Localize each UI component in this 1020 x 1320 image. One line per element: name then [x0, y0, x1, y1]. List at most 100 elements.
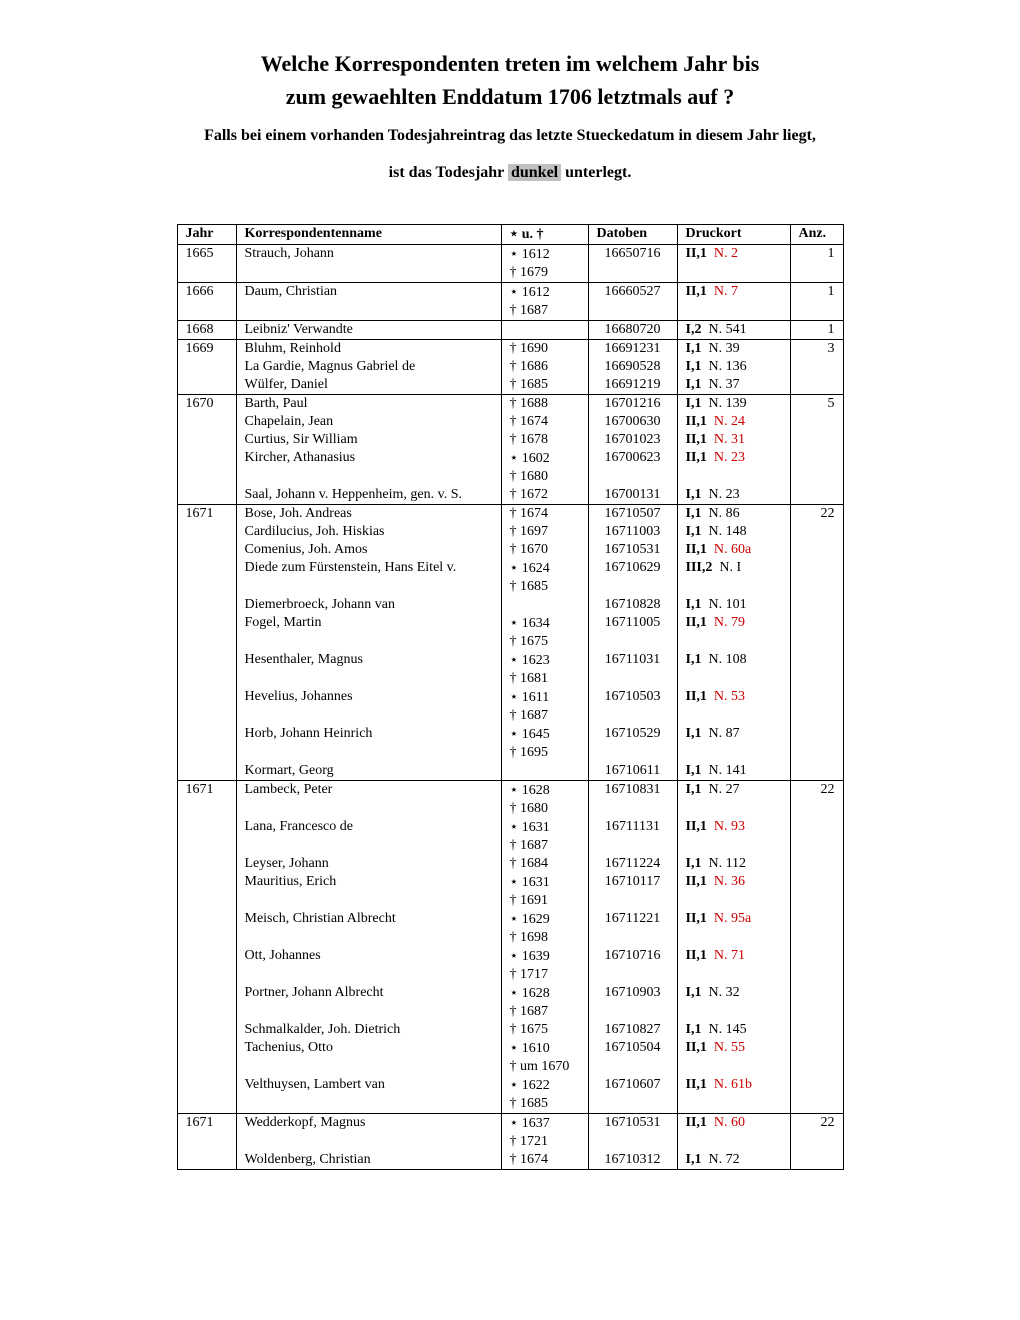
cell-druckort: I,1 N. 101: [677, 596, 790, 614]
cell-jahr: [177, 523, 236, 541]
cell-anz: [790, 725, 843, 762]
correspondents-table: Jahr Korrespondentenname ⋆ u. † Datoben …: [177, 224, 844, 1170]
cell-birth-death: ⋆ 1623: [501, 651, 588, 670]
cell-birth-death: † 1698: [501, 929, 588, 947]
table-row: Hevelius, Johannes⋆ 161116710503II,1 N. …: [177, 688, 843, 707]
cell-druckort: II,1 N. 7: [677, 282, 790, 320]
cell-name: Wedderkopf, Magnus: [236, 1113, 501, 1151]
cell-name: Strauch, Johann: [236, 244, 501, 282]
cell-druckort: II,1 N. 71: [677, 947, 790, 984]
druck-number: N. 145: [708, 1022, 746, 1037]
cell-druckort: I,2 N. 541: [677, 320, 790, 339]
cell-birth-death: ⋆ 1612: [501, 244, 588, 264]
druck-volume: II,1: [686, 432, 707, 447]
cell-birth-death: † 1674: [501, 1151, 588, 1170]
cell-druckort: II,1 N. 31: [677, 431, 790, 449]
cell-druckort: II,1 N. 55: [677, 1039, 790, 1076]
cell-name: Hesenthaler, Magnus: [236, 651, 501, 688]
cell-jahr: [177, 614, 236, 651]
cell-datoben: 16691219: [588, 376, 677, 395]
page-title-line1: Welche Korrespondenten treten im welchem…: [70, 50, 950, 79]
cell-birth-death: † 1680: [501, 800, 588, 818]
druck-volume: II,1: [686, 542, 707, 557]
druck-volume: I,1: [686, 487, 702, 502]
druck-volume: I,1: [686, 985, 702, 1000]
cell-birth-death: † 1679: [501, 264, 588, 283]
table-row: Diemerbroeck, Johann van 16710828I,1 N. 1…: [177, 596, 843, 614]
druck-volume: I,2: [686, 322, 702, 337]
cell-birth-death: † 1687: [501, 707, 588, 725]
cell-name: Barth, Paul: [236, 394, 501, 413]
druck-number: N. 108: [708, 652, 746, 667]
cell-datoben: 16711131: [588, 818, 677, 855]
cell-birth-death: † 1685: [501, 376, 588, 395]
druck-number: N. 61b: [714, 1077, 752, 1092]
cell-anz: [790, 873, 843, 910]
druck-volume: I,1: [686, 726, 702, 741]
cell-jahr: 1666: [177, 282, 236, 320]
druck-volume: I,1: [686, 524, 702, 539]
cell-name: Woldenberg, Christian: [236, 1151, 501, 1170]
cell-datoben: 16710629: [588, 559, 677, 596]
cell-birth-death: ⋆ 1624: [501, 559, 588, 578]
cell-anz: [790, 1021, 843, 1039]
cell-anz: [790, 376, 843, 395]
cell-druckort: II,1 N. 24: [677, 413, 790, 431]
cell-birth-death: † 1685: [501, 578, 588, 596]
cell-jahr: [177, 358, 236, 376]
table-row: Wülfer, Daniel† 168516691219I,1 N. 37: [177, 376, 843, 395]
cell-name: Chapelain, Jean: [236, 413, 501, 431]
cell-name: Fogel, Martin: [236, 614, 501, 651]
cell-jahr: [177, 855, 236, 873]
cell-birth-death: † 1675: [501, 633, 588, 651]
cell-anz: [790, 1039, 843, 1076]
table-row: Woldenberg, Christian† 167416710312I,1 N…: [177, 1151, 843, 1170]
cell-anz: [790, 523, 843, 541]
cell-birth-death: † 1691: [501, 892, 588, 910]
table-row: 1665Strauch, Johann⋆ 161216650716II,1 N.…: [177, 244, 843, 264]
cell-birth-death: ⋆ 1634: [501, 614, 588, 633]
table-row: Hesenthaler, Magnus⋆ 162316711031I,1 N. …: [177, 651, 843, 670]
druck-number: N. 93: [714, 819, 745, 834]
cell-jahr: 1669: [177, 339, 236, 358]
col-jahr: Jahr: [177, 224, 236, 244]
table-row: 1668Leibniz' Verwandte16680720I,2 N. 541…: [177, 320, 843, 339]
cell-datoben: 16710607: [588, 1076, 677, 1114]
druck-volume: II,1: [686, 450, 707, 465]
cell-datoben: 16710828: [588, 596, 677, 614]
cell-birth-death: [501, 320, 588, 339]
col-dates: ⋆ u. †: [501, 224, 588, 244]
cell-druckort: I,1 N. 136: [677, 358, 790, 376]
cell-jahr: [177, 873, 236, 910]
druck-number: N. 79: [714, 615, 745, 630]
druck-number: N. 139: [708, 396, 746, 411]
cell-name: Cardilucius, Joh. Hiskias: [236, 523, 501, 541]
druck-number: N. 112: [708, 856, 746, 871]
table-row: Tachenius, Otto⋆ 161016710504II,1 N. 55: [177, 1039, 843, 1058]
cell-birth-death: † 1681: [501, 670, 588, 688]
cell-name: Diemerbroeck, Johann van: [236, 596, 501, 614]
cell-druckort: II,1 N. 2: [677, 244, 790, 282]
cell-jahr: [177, 541, 236, 559]
cell-jahr: 1671: [177, 504, 236, 523]
table-header-row: Jahr Korrespondentenname ⋆ u. † Datoben …: [177, 224, 843, 244]
cell-datoben: 16710831: [588, 780, 677, 818]
cell-birth-death: ⋆ 1622: [501, 1076, 588, 1095]
cell-jahr: [177, 984, 236, 1021]
cell-jahr: [177, 449, 236, 486]
cell-name: Diede zum Fürstenstein, Hans Eitel v.: [236, 559, 501, 596]
table-row: Horb, Johann Heinrich⋆ 164516710529I,1 N…: [177, 725, 843, 744]
cell-jahr: [177, 596, 236, 614]
cell-datoben: 16701023: [588, 431, 677, 449]
cell-anz: [790, 541, 843, 559]
druck-number: N. 141: [708, 763, 746, 778]
cell-druckort: II,1 N. 23: [677, 449, 790, 486]
druck-number: N. 87: [708, 726, 739, 741]
cell-birth-death: † 1687: [501, 302, 588, 321]
druck-number: N. 55: [714, 1040, 745, 1055]
cell-druckort: I,1 N. 141: [677, 762, 790, 781]
cell-datoben: 16710716: [588, 947, 677, 984]
druck-volume: II,1: [686, 414, 707, 429]
cell-datoben: 16691231: [588, 339, 677, 358]
cell-birth-death: ⋆ 1631: [501, 818, 588, 837]
